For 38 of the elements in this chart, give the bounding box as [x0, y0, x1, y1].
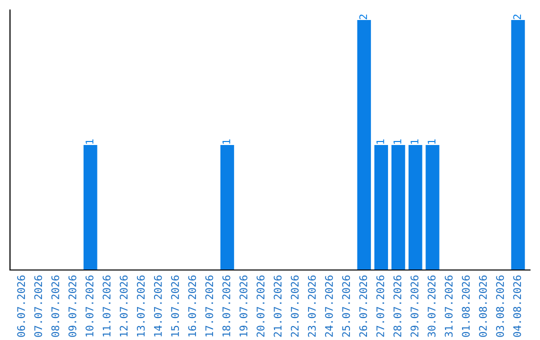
data-label: 2: [359, 14, 367, 20]
x-tick-label: 13.07.2026: [136, 276, 145, 336]
data-label: 2: [513, 14, 521, 20]
x-tick-label: 01.08.2026: [462, 276, 470, 337]
x-tick-label: 08.07.2026: [51, 276, 60, 337]
x-tick-label: 16.07.2026: [188, 276, 196, 336]
x-tick-label: 04.08.2026: [513, 276, 522, 337]
x-tick-label: 26.07.2026: [359, 276, 368, 337]
x-tick-label: 18.07.2026: [222, 276, 230, 336]
x-tick-label: 02.08.2026: [478, 276, 487, 337]
data-label: 1: [222, 139, 230, 144]
x-tick-label: 21.07.2026: [274, 276, 282, 337]
data-label: 1: [394, 139, 402, 144]
x-tick-label: 22.07.2026: [290, 276, 299, 337]
x-tick-label: 28.07.2026: [393, 276, 402, 337]
data-label: 1: [410, 139, 418, 144]
x-tick-label: 15.07.2026: [171, 276, 179, 336]
data-label: 1: [428, 139, 436, 144]
x-tick-label: 23.07.2026: [308, 276, 316, 337]
data-label: 1: [376, 139, 384, 144]
x-tick-label: 10.07.2026: [86, 276, 94, 336]
x-tick-label: 06.07.2026: [17, 276, 26, 337]
x-tick-label: 25.07.2026: [342, 276, 350, 337]
x-tick-label: 24.07.2026: [325, 276, 333, 337]
x-tick-label: 12.07.2026: [120, 276, 128, 336]
x-tick-label: 19.07.2026: [240, 276, 248, 336]
x-tick-label: 11.07.2026: [102, 276, 111, 336]
x-tick-label: 27.07.2026: [376, 276, 384, 337]
data-label: 1: [86, 139, 94, 144]
x-tick-label: 17.07.2026: [205, 276, 214, 336]
x-tick-label: 20.07.2026: [256, 276, 264, 337]
x-tick-label: 14.07.2026: [154, 276, 162, 336]
x-tick-label: 30.07.2026: [428, 276, 436, 337]
x-tick-label: 31.07.2026: [444, 276, 453, 337]
x-tick-label: 09.07.2026: [68, 276, 76, 337]
x-tick-label: 07.07.2026: [34, 276, 42, 337]
x-tick-label: 29.07.2026: [410, 276, 418, 337]
x-tick-label: 03.08.2026: [496, 276, 504, 337]
